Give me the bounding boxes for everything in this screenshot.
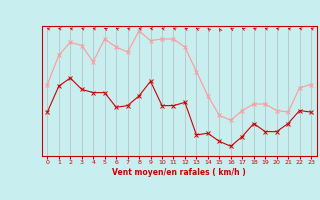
X-axis label: Vent moyen/en rafales ( km/h ): Vent moyen/en rafales ( km/h ) bbox=[112, 168, 246, 177]
